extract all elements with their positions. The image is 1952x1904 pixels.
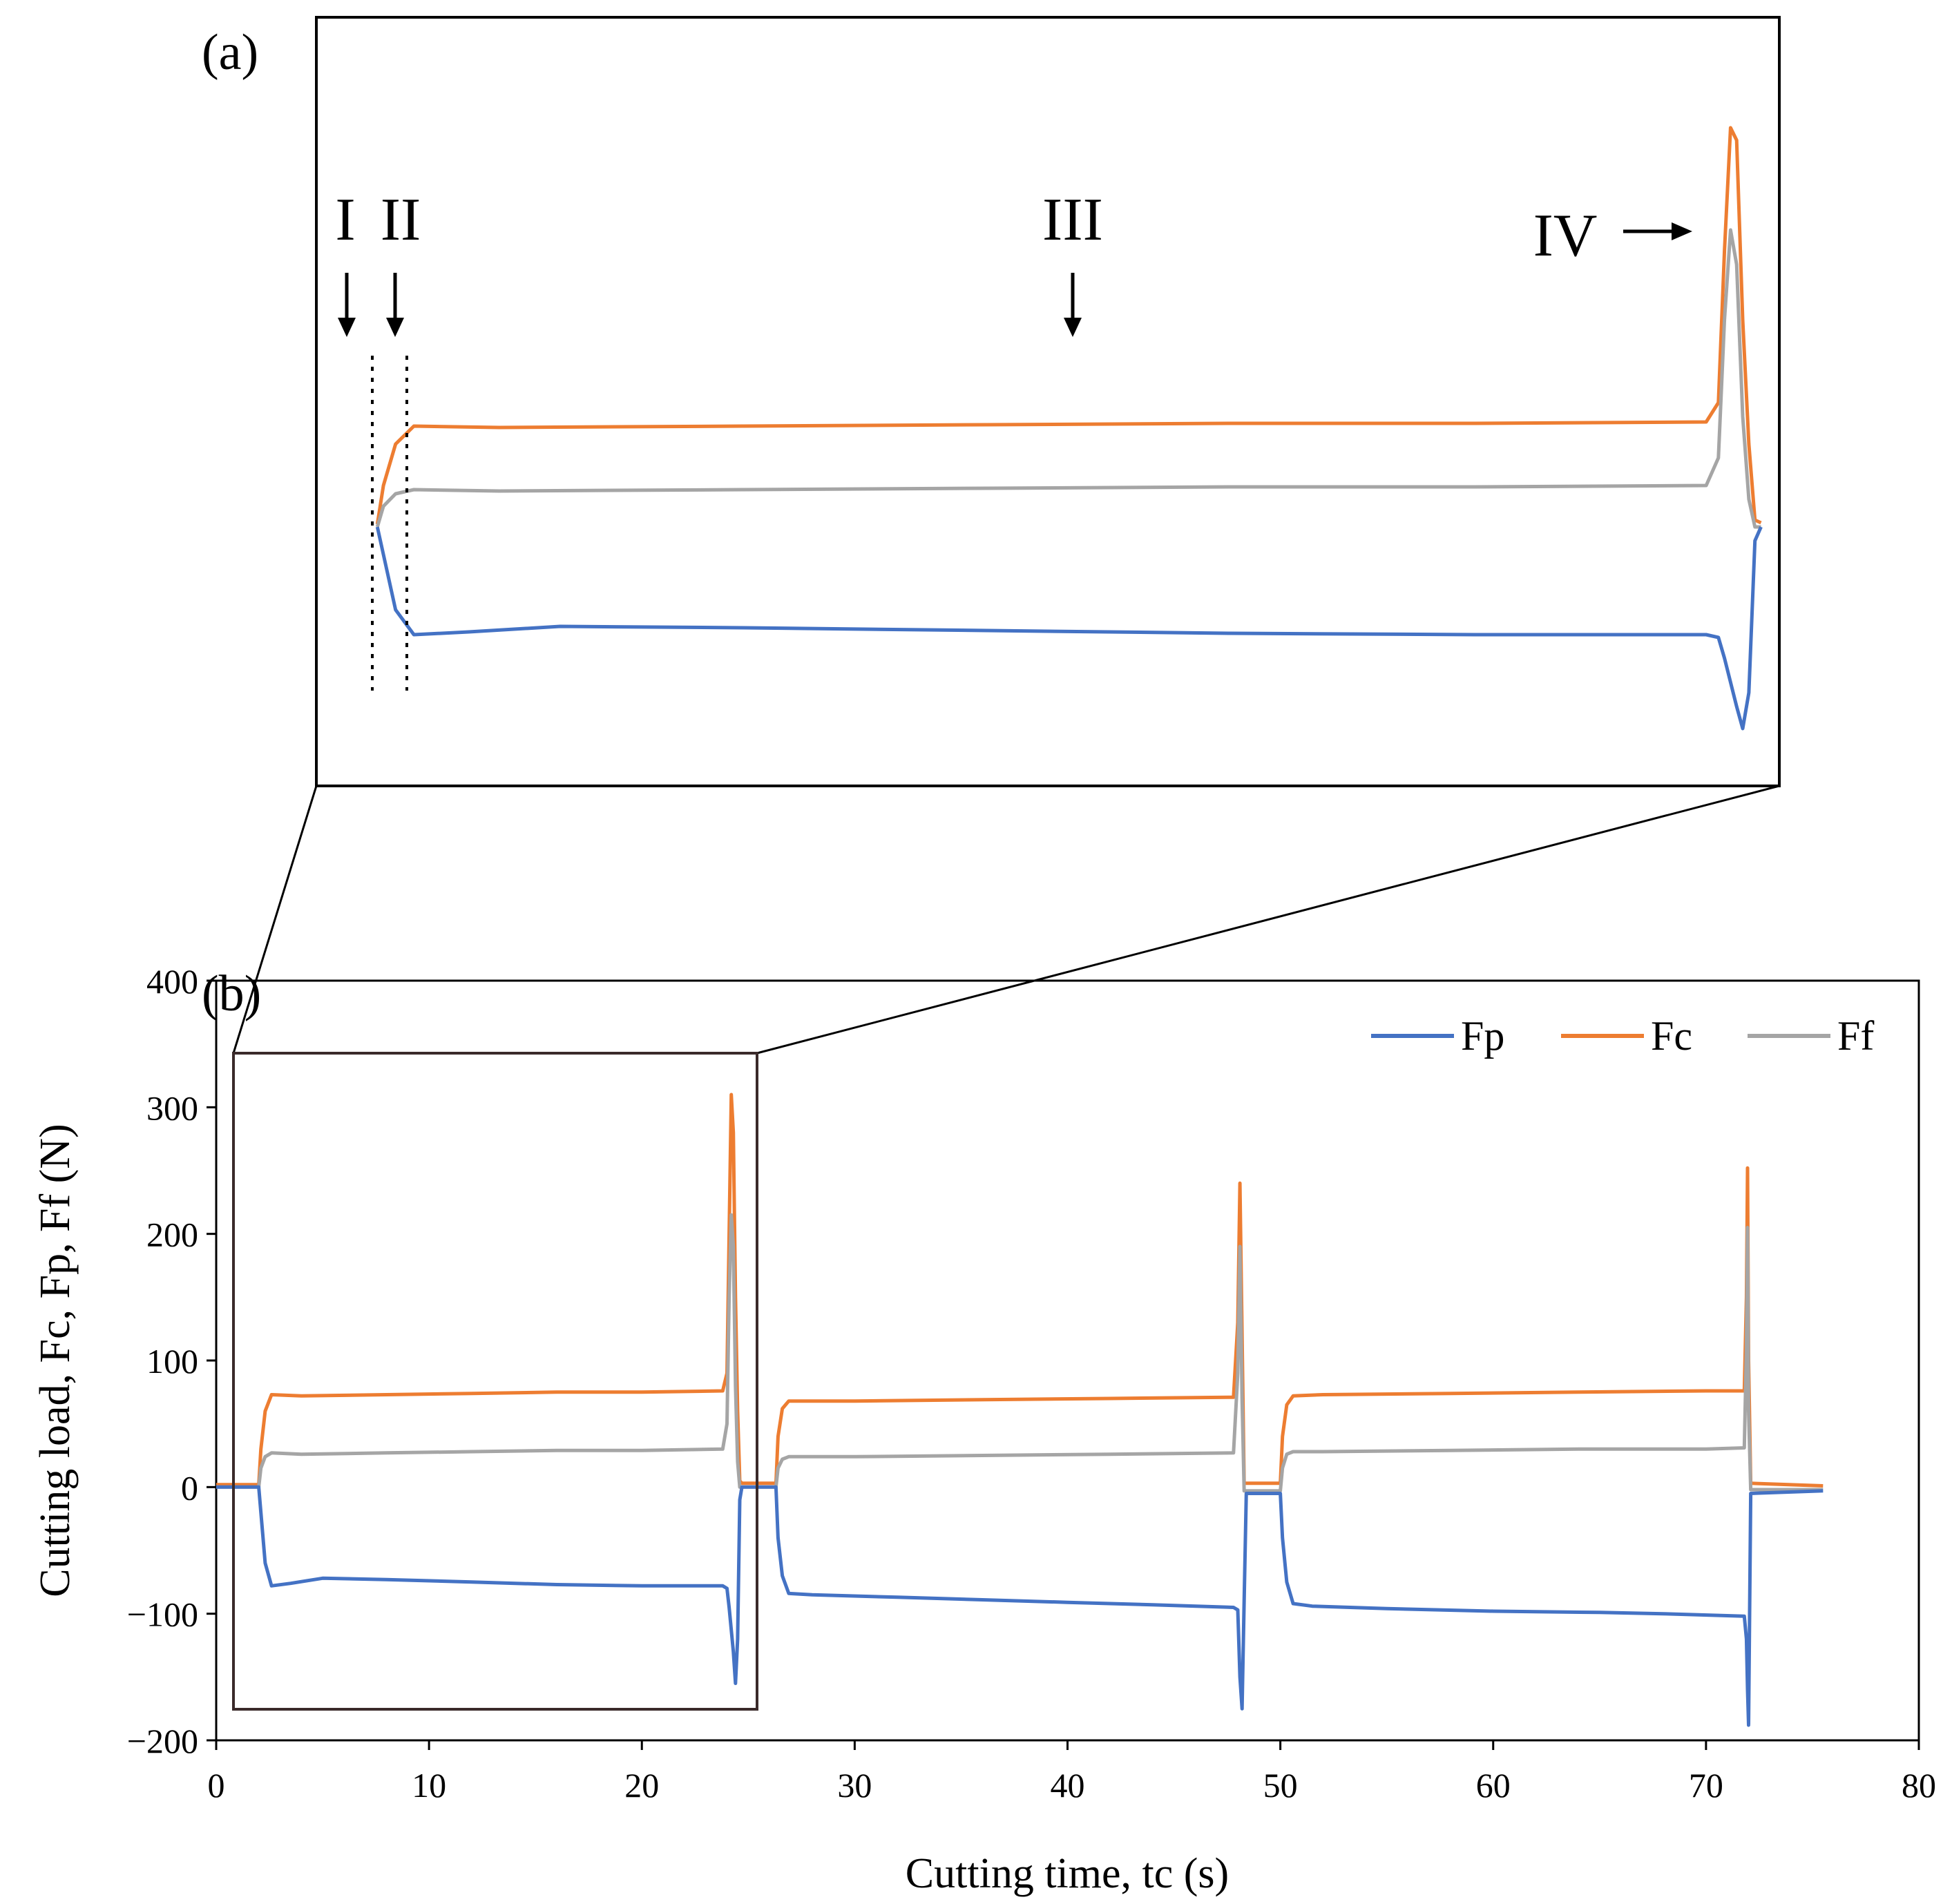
panel-b-series-lines <box>216 1093 1824 1727</box>
connector-right <box>756 785 1780 1055</box>
stage-iv-arrow <box>1623 222 1692 240</box>
panel-b: (b) −200 −100 0 100 200 300 400 0 10 20 30 40 50 60 70… <box>32 962 1936 1897</box>
stage-label-ii: II <box>381 186 421 253</box>
x-axis-title: Cutting time, tc (s) <box>906 1850 1229 1897</box>
panel-a: (a) I II III IV <box>202 16 1781 787</box>
y-tick-label: −200 <box>127 1722 198 1760</box>
x-tick-label: 40 <box>1051 1766 1085 1805</box>
series-line-fc <box>216 1093 1824 1488</box>
zoom-series-line-fp <box>375 526 1763 731</box>
zoom-series-line-ff <box>375 228 1761 529</box>
legend-label-ff: Ff <box>1837 1013 1874 1059</box>
connector-left <box>232 785 318 1054</box>
y-axis-title: Cutting load, Fc, Fp, Ff (N) <box>32 1124 79 1597</box>
panel-a-label: (a) <box>202 24 258 81</box>
axis-ticks: −200 −100 0 100 200 300 400 0 10 20 30 40 50 60 70 80 <box>127 962 1936 1805</box>
stage-iii-arrow <box>1064 273 1082 337</box>
stage-i-arrow <box>338 273 356 337</box>
x-tick-label: 80 <box>1902 1766 1936 1805</box>
stage-label-i: I <box>335 186 355 253</box>
x-tick-label: 20 <box>624 1766 659 1805</box>
zoom-connector-lines <box>232 785 1780 1055</box>
x-tick-label: 0 <box>208 1766 225 1805</box>
legend-label-fc: Fc <box>1651 1013 1692 1059</box>
plot-area-frame <box>215 979 1920 1742</box>
legend-label-fp: Fp <box>1461 1013 1504 1059</box>
stage-label-iii: III <box>1042 186 1103 253</box>
series-line-ff <box>216 1213 1824 1493</box>
y-tick-label: 400 <box>146 962 198 1001</box>
series-line-fp <box>216 1485 1824 1727</box>
panel-a-series-lines <box>375 126 1763 731</box>
x-tick-label: 10 <box>412 1766 446 1805</box>
panel-b-label: (b) <box>202 965 261 1022</box>
stage-ii-arrow <box>386 273 404 337</box>
stage-label-iv: IV <box>1533 202 1598 269</box>
y-tick-label: 100 <box>146 1342 198 1381</box>
y-tick-label: 300 <box>146 1088 198 1127</box>
y-tick-label: −100 <box>127 1595 198 1634</box>
y-tick-label: 200 <box>146 1215 198 1254</box>
zoom-series-line-fc <box>375 126 1762 525</box>
x-tick-label: 50 <box>1263 1766 1298 1805</box>
y-tick-label: 0 <box>181 1468 198 1507</box>
panel-a-frame <box>315 16 1781 787</box>
legend: Fp Fc Ff <box>1371 1013 1874 1059</box>
x-tick-label: 60 <box>1476 1766 1511 1805</box>
x-tick-label: 30 <box>837 1766 872 1805</box>
zoom-region-box <box>232 1052 758 1711</box>
x-tick-label: 70 <box>1689 1766 1723 1805</box>
